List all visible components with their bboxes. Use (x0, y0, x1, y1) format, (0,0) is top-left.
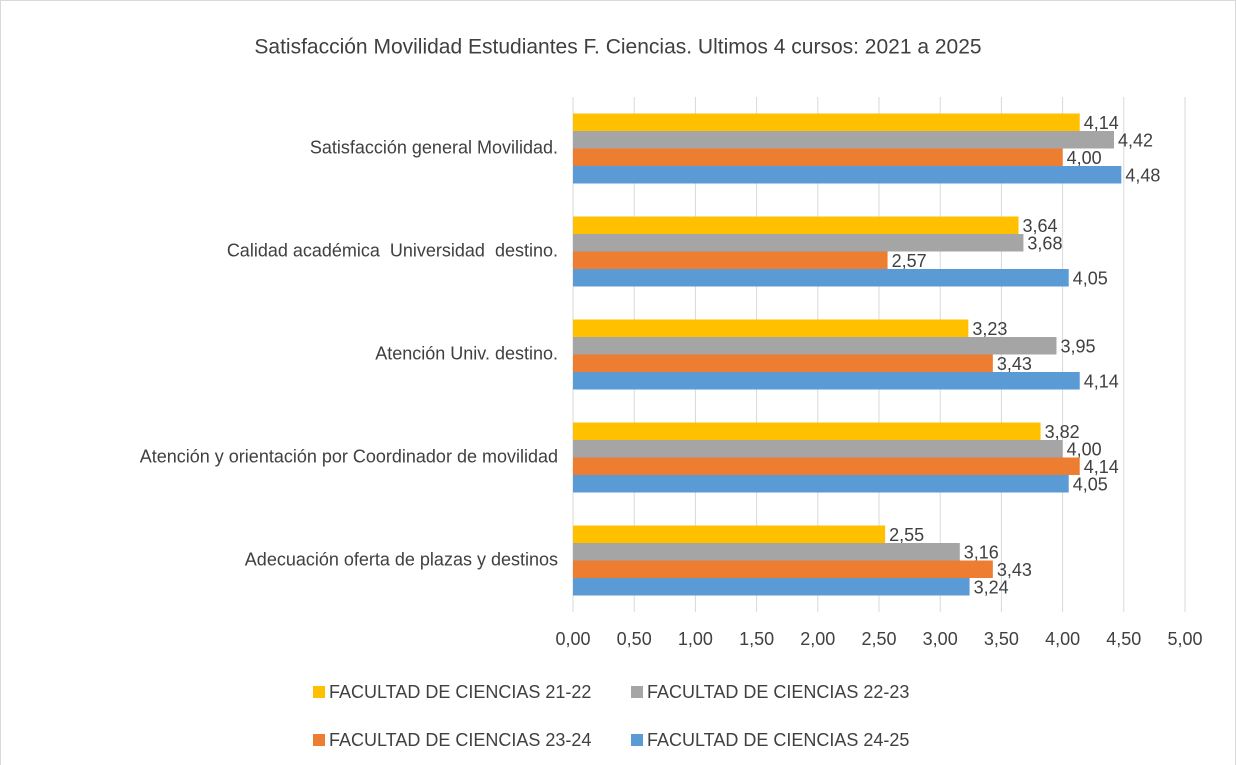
data-label: 3,82 (1045, 422, 1080, 442)
data-label: 4,14 (1084, 113, 1119, 133)
data-label: 3,95 (1060, 337, 1095, 357)
bar (573, 166, 1122, 184)
data-label: 4,14 (1084, 372, 1119, 392)
bar (573, 131, 1115, 149)
data-label: 2,57 (892, 251, 927, 271)
legend-label: FACULTAD DE CIENCIAS 22-23 (647, 682, 909, 702)
data-label: 3,43 (997, 560, 1032, 580)
data-label: 4,05 (1073, 475, 1108, 495)
bar (573, 543, 960, 561)
bar (573, 422, 1041, 440)
x-tick-label: 2,50 (861, 629, 896, 649)
bar (573, 457, 1080, 475)
legend-swatch (631, 686, 643, 698)
x-tick-label: 4,50 (1106, 629, 1141, 649)
x-tick-label: 5,00 (1167, 629, 1202, 649)
bar (573, 560, 993, 578)
data-label: 4,05 (1073, 269, 1108, 289)
bar (573, 319, 969, 337)
data-label: 3,24 (974, 578, 1009, 598)
x-tick-label: 3,50 (984, 629, 1019, 649)
legend-label: FACULTAD DE CIENCIAS 21-22 (329, 682, 591, 702)
bar (573, 372, 1080, 390)
bar (573, 578, 970, 596)
category-label: Atención y orientación por Coordinador d… (140, 446, 558, 466)
data-label: 3,16 (964, 543, 999, 563)
data-label: 4,00 (1067, 148, 1102, 168)
bar (573, 148, 1063, 166)
bar (573, 269, 1069, 287)
bar (573, 113, 1080, 131)
data-label: 3,68 (1027, 234, 1062, 254)
category-label: Calidad académica Universidad destino. (227, 240, 558, 260)
legend-swatch (631, 734, 643, 746)
x-tick-label: 0,50 (617, 629, 652, 649)
bar (573, 234, 1024, 252)
bar (573, 251, 888, 269)
bar (573, 525, 886, 543)
bar (573, 354, 993, 372)
legend-swatch (313, 686, 325, 698)
bar (573, 337, 1057, 355)
bar (573, 475, 1069, 493)
x-tick-label: 0,00 (555, 629, 590, 649)
data-label: 3,64 (1023, 216, 1058, 236)
bar (573, 216, 1019, 234)
data-label: 4,14 (1084, 457, 1119, 477)
bar (573, 440, 1063, 458)
x-tick-label: 1,00 (678, 629, 713, 649)
legend-label: FACULTAD DE CIENCIAS 24-25 (647, 730, 909, 750)
category-label: Satisfacción general Movilidad. (310, 137, 558, 157)
data-label: 4,48 (1125, 166, 1160, 186)
chart-title: Satisfacción Movilidad Estudiantes F. Ci… (254, 36, 981, 59)
x-tick-label: 2,00 (800, 629, 835, 649)
legend-swatch (313, 734, 325, 746)
x-tick-label: 1,50 (739, 629, 774, 649)
data-label: 2,55 (889, 525, 924, 545)
data-label: 3,23 (972, 319, 1007, 339)
x-tick-label: 4,00 (1045, 629, 1080, 649)
legend-label: FACULTAD DE CIENCIAS 23-24 (329, 730, 591, 750)
category-label: Atención Univ. destino. (375, 343, 558, 363)
category-label: Adecuación oferta de plazas y destinos (245, 549, 558, 569)
data-label: 4,00 (1067, 440, 1102, 460)
data-label: 4,42 (1118, 131, 1153, 151)
x-tick-label: 3,00 (923, 629, 958, 649)
data-label: 3,43 (997, 354, 1032, 374)
